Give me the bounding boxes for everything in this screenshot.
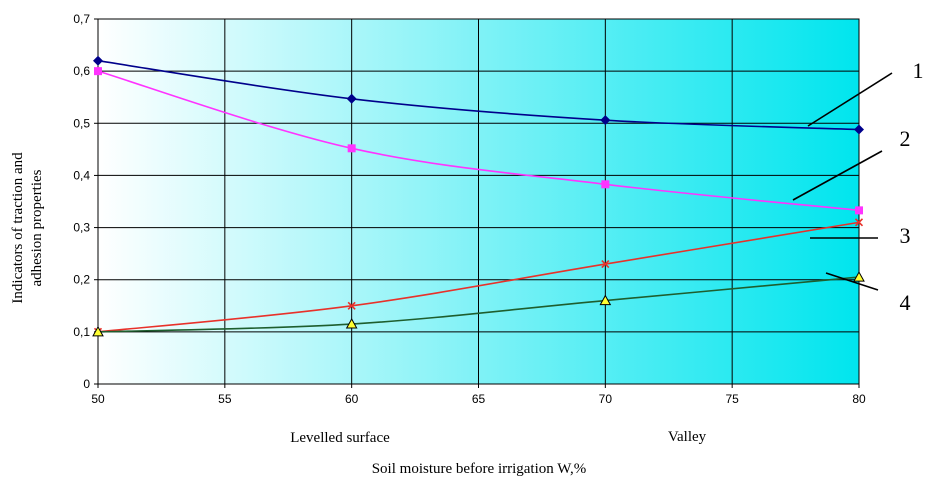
series-line: [97, 276, 860, 333]
y-tick-label: 0,4: [73, 168, 90, 182]
y-tick-label: 0,2: [73, 273, 90, 287]
y-axis-label-line-2: adhesion properties: [29, 169, 45, 286]
series-line: [97, 70, 860, 212]
data-point-diamond: [854, 124, 864, 135]
data-point-diamond: [600, 115, 611, 126]
data-point-square: [601, 180, 610, 189]
x-caption-levelled-surface: Levelled surface: [290, 430, 390, 446]
callout-label-4: 4: [900, 290, 911, 315]
data-point-triangle: [853, 271, 865, 282]
x-tick-label: 70: [599, 392, 613, 406]
x-tick-label: 55: [218, 392, 232, 406]
x-axis-ticks: 50 55 60 65 70 75 80: [91, 384, 866, 406]
y-tick-label: 0,1: [73, 325, 90, 339]
y-tick-label: 0,7: [73, 12, 90, 26]
series-1: [93, 55, 864, 135]
data-point-cross: [347, 301, 356, 310]
data-point-square: [855, 206, 863, 215]
series-4: [92, 271, 865, 337]
x-tick-label: 60: [345, 392, 359, 406]
x-caption-valley: Valley: [668, 429, 707, 445]
callout-label-3: 3: [900, 223, 911, 248]
series-line: [97, 221, 860, 333]
data-point-square: [347, 144, 356, 153]
series-2: [94, 67, 863, 215]
callouts: 1 2 3 4: [792, 58, 924, 315]
x-tick-label: 75: [725, 392, 739, 406]
callout-label-1: 1: [913, 58, 924, 83]
x-axis-label: Soil moisture before irrigation W,%: [372, 461, 587, 477]
x-tick-label: 50: [91, 392, 105, 406]
series-layer: [92, 55, 865, 337]
data-point-triangle: [92, 325, 104, 337]
series-3: [93, 218, 864, 336]
y-axis-label-line-1: Indicators of traction and: [10, 152, 26, 304]
callout-leader-1: [807, 72, 893, 127]
y-tick-label: 0,5: [73, 116, 90, 130]
data-point-triangle: [599, 294, 612, 306]
callout-leader-4: [825, 272, 879, 291]
data-point-diamond: [93, 55, 103, 66]
data-point-cross: [601, 260, 610, 269]
y-axis-ticks: 0 0,1 0,2 0,3 0,4 0,5 0,6 0,7: [73, 12, 98, 391]
y-tick-label: 0,6: [73, 64, 90, 78]
data-point-triangle: [345, 318, 358, 329]
x-tick-label: 80: [852, 392, 866, 406]
data-point-square: [94, 67, 102, 76]
callout-label-2: 2: [900, 126, 911, 151]
y-tick-label: 0: [83, 377, 90, 391]
data-point-diamond: [346, 93, 357, 104]
series-line: [97, 59, 860, 131]
gridlines: [98, 19, 859, 384]
y-tick-label: 0,3: [73, 221, 90, 235]
callout-leader-2: [792, 150, 883, 201]
data-point-cross: [854, 218, 864, 227]
x-tick-label: 65: [472, 392, 486, 406]
